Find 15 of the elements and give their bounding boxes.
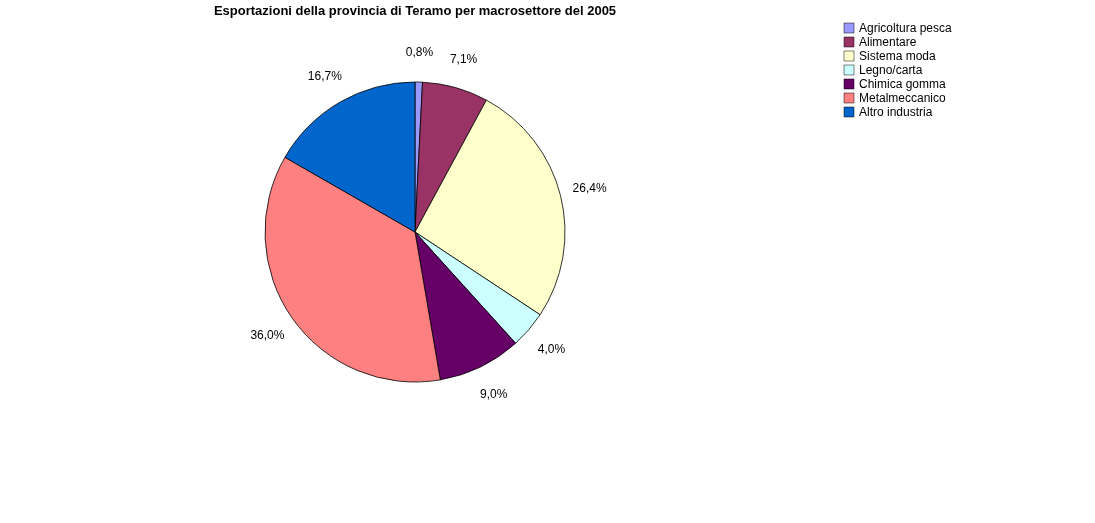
data-label: 9,0% — [480, 386, 508, 401]
legend-label: Sistema moda — [859, 49, 937, 63]
legend-label: Legno/carta — [859, 63, 923, 77]
legend-label: Chimica gomma — [859, 77, 947, 91]
data-label: 4,0% — [537, 342, 566, 357]
legend-label: Alimentare — [859, 35, 917, 49]
data-label: 7,1% — [449, 51, 478, 66]
data-label: 26,4% — [572, 181, 607, 196]
chart-title: Esportazioni della provincia di Teramo per macrosettore del 2005 — [213, 3, 617, 18]
data-label: 16,7% — [307, 69, 343, 84]
data-label: 36,0% — [250, 328, 285, 343]
data-label: 0,8% — [405, 45, 434, 60]
legend-label: Agricoltura pesca — [859, 21, 953, 35]
legend-label: Metalmeccanico — [859, 91, 947, 105]
legend-label: Altro industria — [859, 105, 933, 119]
